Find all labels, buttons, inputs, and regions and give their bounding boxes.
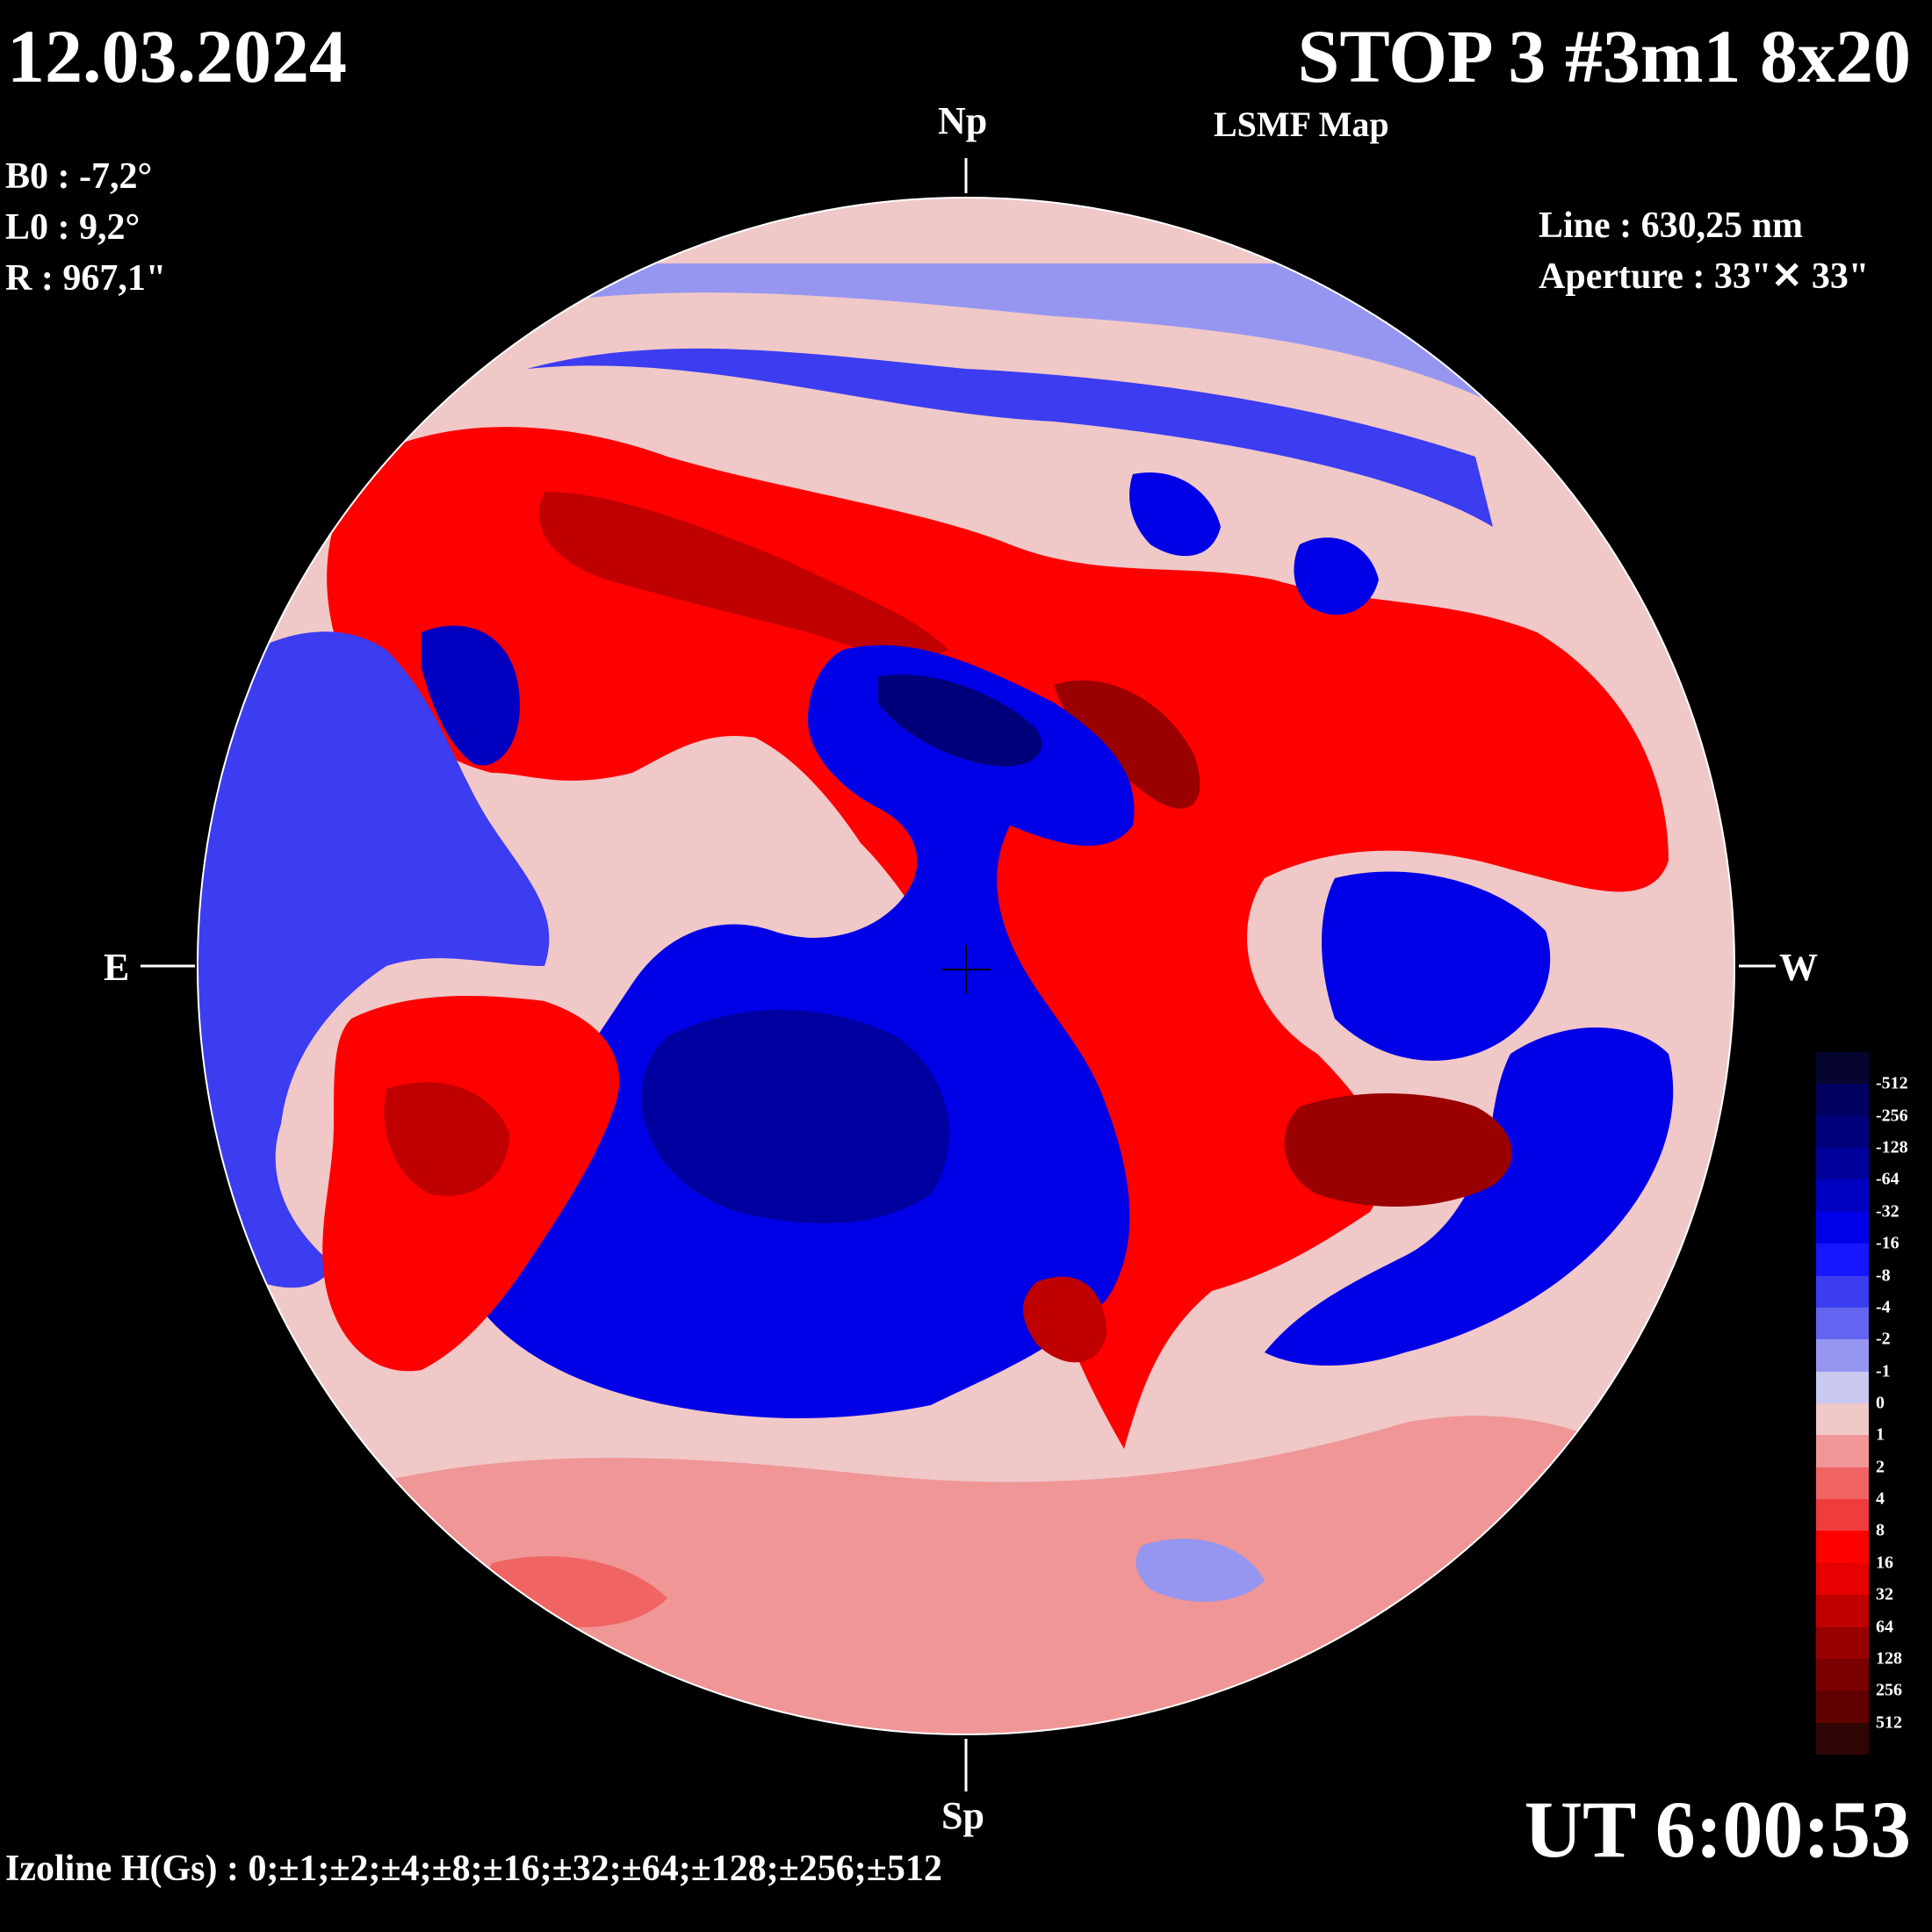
map-title: STOP 3 #3m1 8x20	[1297, 14, 1911, 98]
central-strong-negative	[641, 1010, 949, 1224]
north-strong-positive	[538, 492, 948, 658]
west-negative-band	[1265, 1027, 1674, 1366]
legend-label: 1	[1876, 1424, 1885, 1445]
legend-label: -2	[1876, 1329, 1891, 1349]
legend-swatch	[1816, 1339, 1869, 1373]
legend-label: 256	[1876, 1680, 1902, 1700]
legend-swatch	[1816, 1084, 1869, 1117]
disk-limb	[197, 197, 1735, 1735]
legend-label: -16	[1876, 1233, 1900, 1253]
legend-swatch	[1816, 1403, 1869, 1436]
instrument-info: Line : 630,25 nm Aperture : 33"✕ 33"	[1539, 200, 1869, 302]
legend-label: 0	[1876, 1393, 1885, 1413]
legend-label: 8	[1876, 1520, 1885, 1540]
north-label: Np	[938, 99, 988, 142]
legend-label: -8	[1876, 1265, 1891, 1286]
solar-parameters: B0 : -7,2° L0 : 9,2° R : 967,1"	[5, 151, 166, 304]
legend-swatch	[1816, 1371, 1869, 1404]
magnetic-field-contours	[198, 198, 1734, 1734]
legend-label: -1	[1876, 1361, 1891, 1381]
east-negative-band	[198, 631, 550, 1288]
legend-label: 128	[1876, 1648, 1902, 1669]
south-positive-spot	[1023, 1276, 1107, 1363]
legend-label: 32	[1876, 1584, 1893, 1604]
south-negative-patch	[1135, 1539, 1265, 1602]
legend-swatch	[1816, 1435, 1869, 1468]
legend-label: -128	[1876, 1137, 1908, 1157]
legend-swatch	[1816, 1052, 1869, 1085]
date-label: 12.03.2024	[7, 14, 347, 98]
north-weak-negative	[334, 263, 1625, 492]
legend-swatch	[1816, 1690, 1869, 1724]
legend-label: 2	[1876, 1457, 1885, 1477]
east-negative-spot	[422, 625, 520, 766]
legend-swatch	[1816, 1562, 1869, 1596]
north-west-negative-spot	[1294, 537, 1379, 615]
color-scale-legend	[1816, 1052, 1869, 1755]
west-core-positive	[1284, 1093, 1512, 1207]
radius-param: R : 967,1"	[5, 258, 167, 299]
legend-swatch	[1816, 1658, 1869, 1691]
upper-negative-core	[878, 674, 1042, 767]
west-negative-spot	[1322, 871, 1551, 1061]
legend-label: -512	[1876, 1073, 1908, 1093]
legend-swatch	[1816, 1499, 1869, 1532]
l0-param: L0 : 9,2°	[5, 207, 141, 248]
legend-swatch	[1816, 1722, 1869, 1755]
line-wavelength: Line : 630,25 nm	[1539, 205, 1804, 246]
legend-label: -256	[1876, 1106, 1908, 1126]
east-strong-positive	[384, 1082, 509, 1196]
west-label: W	[1779, 946, 1818, 989]
legend-swatch	[1816, 1115, 1869, 1149]
legend-label: 512	[1876, 1712, 1902, 1733]
east-label: E	[104, 946, 130, 989]
legend-swatch	[1816, 1531, 1869, 1564]
universal-time: UT 6:00:53	[1524, 1784, 1911, 1874]
legend-swatch	[1816, 1275, 1869, 1308]
legend-swatch	[1816, 1595, 1869, 1628]
legend-swatch	[1816, 1626, 1869, 1660]
legend-swatch	[1816, 1211, 1869, 1244]
legend-label: 4	[1876, 1489, 1885, 1509]
north-core-positive	[1054, 680, 1200, 809]
legend-swatch	[1816, 1307, 1869, 1340]
legend-swatch	[1816, 1148, 1869, 1180]
b0-param: B0 : -7,2°	[5, 156, 153, 197]
map-subtitle: LSMF Map	[1214, 105, 1389, 144]
south-label: Sp	[941, 1794, 984, 1837]
izoline-levels: Izoline H(Gs) : 0;±1;±2;±4;±8;±16;±32;±6…	[5, 1849, 942, 1889]
legend-swatch	[1816, 1467, 1869, 1500]
north-negative-spot	[1129, 472, 1221, 557]
legend-label: -64	[1876, 1169, 1900, 1189]
legend-label: -4	[1876, 1297, 1891, 1317]
north-negative-band	[527, 348, 1493, 527]
legend-swatch	[1816, 1179, 1869, 1213]
legend-label: 64	[1876, 1617, 1893, 1637]
legend-label: 16	[1876, 1553, 1893, 1573]
legend-label: -32	[1876, 1201, 1900, 1222]
legend-swatch	[1816, 1244, 1869, 1277]
aperture-size: Aperture : 33"✕ 33"	[1539, 256, 1870, 297]
